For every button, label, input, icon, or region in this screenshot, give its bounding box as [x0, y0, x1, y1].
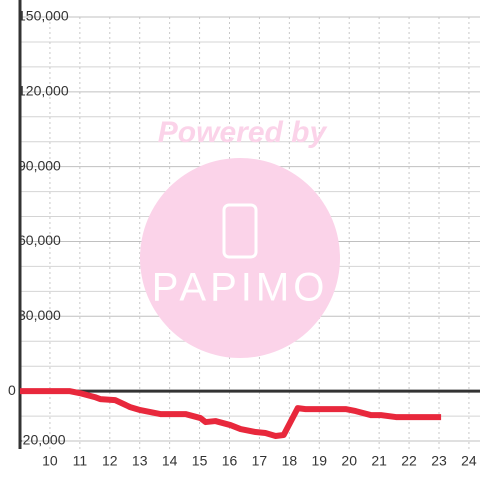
x-tick-label: 24 [461, 453, 477, 469]
y-tick-label: 0 [8, 382, 16, 398]
watermark: Powered by PAPIMO [140, 116, 340, 358]
x-tick-label: 19 [311, 453, 327, 469]
y-tick-label: 150,000 [18, 8, 69, 24]
watermark-text: Powered by [158, 116, 328, 149]
x-tick-label: 14 [162, 453, 178, 469]
x-tick-label: 18 [282, 453, 298, 469]
x-tick-label: 17 [252, 453, 268, 469]
line [20, 388, 442, 440]
y-tick-label: 120,000 [18, 83, 69, 99]
x-tick-label: 12 [102, 453, 118, 469]
x-tick-label: 23 [431, 453, 447, 469]
y-tick-label: 30,000 [18, 307, 61, 323]
watermark-icon [222, 203, 258, 259]
x-tick-label: 20 [341, 453, 357, 469]
x-tick-label: 21 [371, 453, 387, 469]
x-tick-label: 16 [222, 453, 238, 469]
x-tick-label: 13 [132, 453, 148, 469]
y-tick-label: 90,000 [18, 157, 61, 173]
x-tick-label: 15 [192, 453, 208, 469]
y-tick-label: -20,000 [18, 432, 66, 448]
x-tick-label: 10 [42, 453, 58, 469]
watermark-logo: PAPIMO [152, 266, 329, 310]
x-tick-label: 22 [401, 453, 417, 469]
x-tick-label: 11 [73, 453, 88, 469]
y-tick-label: 60,000 [18, 232, 61, 248]
